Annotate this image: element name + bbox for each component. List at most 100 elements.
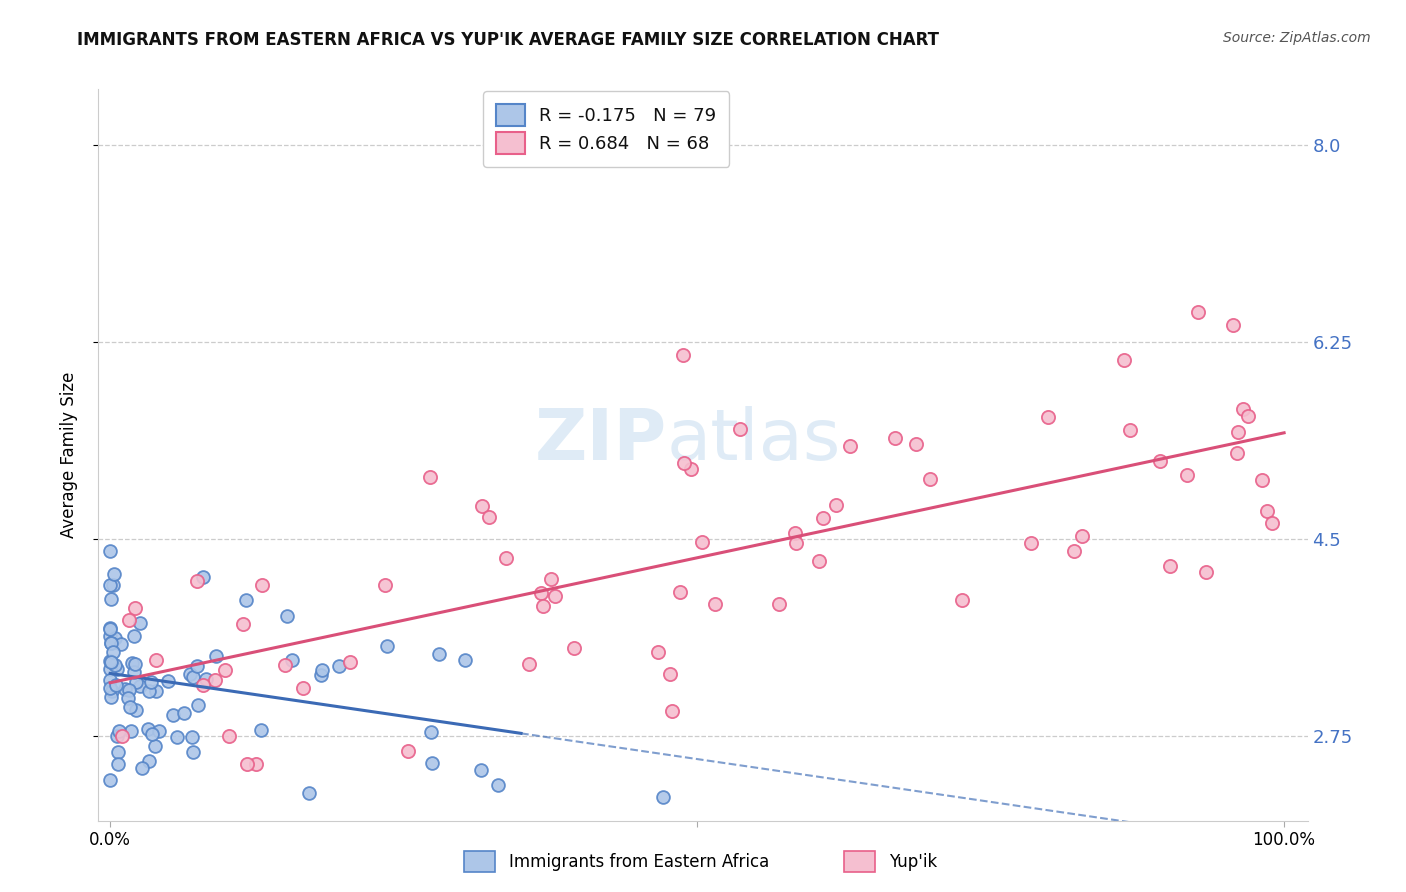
Point: [181, 745, 204, 759]
Point: [811, 511, 834, 525]
Point: [114, 681, 136, 696]
Point: [291, 681, 314, 695]
Point: [1261, 516, 1284, 531]
Point: [104, 657, 127, 672]
Point: [124, 657, 146, 672]
Point: [125, 675, 148, 690]
Point: [204, 673, 226, 687]
Point: [478, 509, 501, 524]
Point: [920, 472, 942, 486]
Point: [145, 683, 167, 698]
Point: [100, 629, 122, 643]
Point: [540, 573, 562, 587]
Point: [124, 601, 146, 615]
Point: [1232, 401, 1254, 416]
Point: [1251, 473, 1274, 487]
Point: [98, 623, 121, 637]
Point: [374, 578, 396, 592]
Point: [672, 456, 695, 470]
Point: [658, 666, 681, 681]
Point: [173, 706, 195, 720]
Point: [107, 662, 129, 676]
Point: [110, 637, 132, 651]
Point: [101, 645, 124, 659]
Point: [471, 499, 494, 513]
Point: [162, 708, 184, 723]
Point: [139, 675, 162, 690]
Point: [235, 593, 257, 607]
Point: [1063, 544, 1085, 558]
Point: [156, 673, 179, 688]
Point: [100, 592, 122, 607]
Point: [427, 647, 450, 661]
Point: [562, 641, 585, 656]
Point: [681, 462, 703, 476]
Point: [122, 665, 145, 679]
Text: atlas: atlas: [666, 406, 841, 475]
Point: [218, 730, 240, 744]
Point: [1256, 504, 1278, 518]
Text: IMMIGRANTS FROM EASTERN AFRICA VS YUP'IK AVERAGE FAMILY SIZE CORRELATION CHART: IMMIGRANTS FROM EASTERN AFRICA VS YUP'IK…: [77, 31, 939, 49]
Point: [105, 729, 128, 743]
Point: [672, 348, 695, 362]
Point: [1159, 559, 1181, 574]
Point: [107, 746, 129, 760]
Point: [420, 756, 443, 770]
Point: [281, 653, 304, 667]
Point: [328, 659, 350, 673]
Y-axis label: Average Family Size: Average Family Size: [59, 372, 77, 538]
Point: [122, 629, 145, 643]
Point: [195, 672, 218, 686]
Point: [145, 739, 167, 753]
Point: [120, 723, 142, 738]
Point: [232, 617, 254, 632]
Point: [807, 554, 830, 568]
Point: [530, 586, 553, 600]
Point: [101, 683, 124, 698]
Point: [180, 730, 202, 744]
Point: [214, 664, 236, 678]
Point: [141, 727, 163, 741]
Point: [375, 639, 398, 653]
Point: [107, 723, 129, 738]
Point: [98, 673, 121, 687]
FancyBboxPatch shape: [464, 851, 495, 872]
Point: [1114, 353, 1136, 368]
Point: [531, 599, 554, 614]
Point: [100, 690, 122, 705]
Point: [245, 757, 267, 772]
Text: ZIP: ZIP: [534, 406, 666, 475]
Point: [730, 422, 752, 436]
Text: Source: ZipAtlas.com: Source: ZipAtlas.com: [1223, 31, 1371, 45]
Point: [107, 756, 129, 771]
Point: [420, 725, 443, 739]
Legend: R = -0.175   N = 79, R = 0.684   N = 68: R = -0.175 N = 79, R = 0.684 N = 68: [484, 91, 730, 167]
Point: [117, 690, 139, 705]
Point: [1036, 410, 1059, 425]
Point: [105, 678, 128, 692]
Point: [98, 681, 121, 695]
Point: [236, 757, 259, 772]
Point: [661, 704, 683, 718]
Point: [1149, 453, 1171, 467]
Point: [121, 657, 143, 671]
Point: [186, 658, 208, 673]
Point: [311, 663, 333, 677]
Point: [950, 592, 973, 607]
Point: [517, 657, 540, 671]
Point: [118, 682, 141, 697]
Point: [419, 469, 441, 483]
Point: [825, 498, 848, 512]
Point: [98, 654, 121, 668]
Point: [110, 729, 132, 743]
Point: [495, 550, 517, 565]
Point: [98, 662, 121, 676]
Point: [647, 644, 669, 658]
Point: [690, 534, 713, 549]
Point: [98, 773, 121, 788]
Point: [100, 636, 122, 650]
Point: [1019, 536, 1042, 550]
Point: [131, 761, 153, 775]
Point: [1222, 318, 1244, 333]
FancyBboxPatch shape: [844, 851, 875, 872]
